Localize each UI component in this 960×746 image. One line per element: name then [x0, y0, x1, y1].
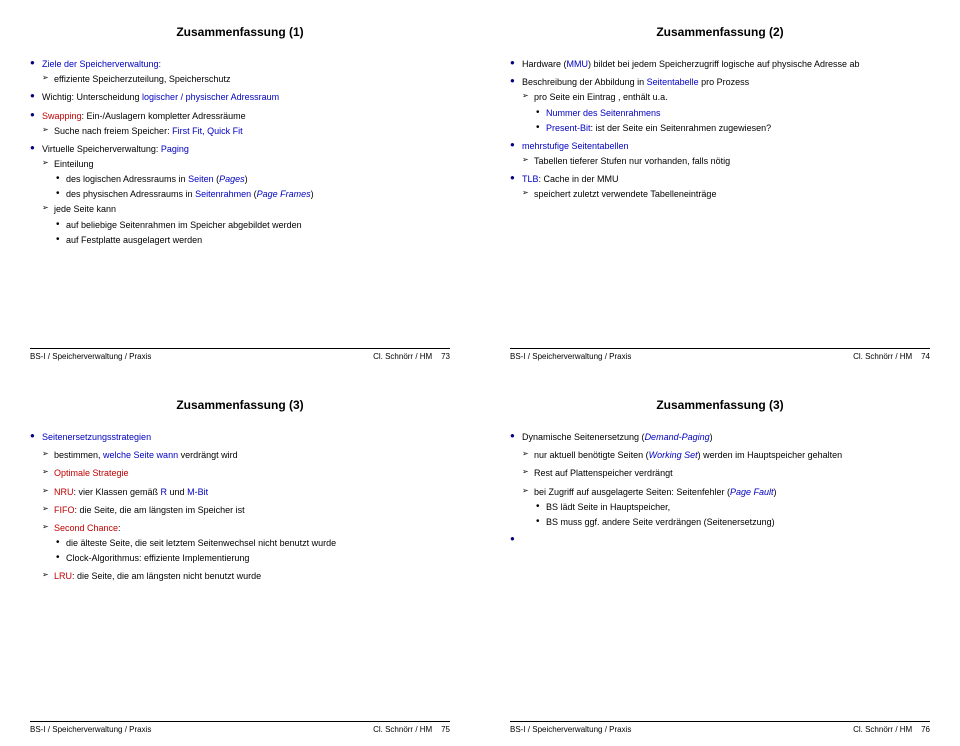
slide-2: Zusammenfassung (2) Hardware (MMU) bilde…	[480, 0, 960, 373]
bullet: Dynamische Seitenersetzung (Demand-Pagin…	[510, 431, 930, 443]
sub-bullet: jede Seite kann	[30, 203, 450, 215]
sub-bullet: speichert zuletzt verwendete Tabellenein…	[510, 188, 930, 200]
sub-sub-bullet: die älteste Seite, die seit letztem Seit…	[30, 537, 450, 549]
sub-sub-bullet: des physischen Adressraums in Seitenrahm…	[30, 188, 450, 200]
sub-sub-bullet: des logischen Adressraums in Seiten (Pag…	[30, 173, 450, 185]
sub-bullet: bestimmen, welche Seite wann verdrängt w…	[30, 449, 450, 461]
slide-footer: BS-I / Speicherverwaltung / Praxis Cl. S…	[30, 721, 450, 736]
slide-title: Zusammenfassung (1)	[30, 24, 450, 40]
slide-title: Zusammenfassung (3)	[30, 397, 450, 413]
bullet: mehrstufige Seitentabellen	[510, 140, 930, 152]
sub-bullet: pro Seite ein Eintrag , enthält u.a.	[510, 91, 930, 103]
bullet: Virtuelle Speicherverwaltung: Paging	[30, 143, 450, 155]
footer-left: BS-I / Speicherverwaltung / Praxis	[30, 352, 151, 363]
sub-bullet: Einteilung	[30, 158, 450, 170]
slide-footer: BS-I / Speicherverwaltung / Praxis Cl. S…	[510, 348, 930, 363]
sub-bullet: effiziente Speicherzuteilung, Speichersc…	[30, 73, 450, 85]
sub-bullet: NRU: vier Klassen gemäß R und M-Bit	[30, 486, 450, 498]
sub-sub-bullet: Present-Bit: ist der Seite ein Seitenrah…	[510, 122, 930, 134]
sub-bullet: Optimale Strategie	[30, 467, 450, 479]
bullet: Wichtig: Unterscheidung logischer / phys…	[30, 91, 450, 103]
footer-right: Cl. Schnörr / HM 74	[853, 352, 930, 363]
sub-sub-bullet: auf Festplatte ausgelagert werden	[30, 234, 450, 246]
slide-title: Zusammenfassung (2)	[510, 24, 930, 40]
slide-1: Zusammenfassung (1) Ziele der Speicherve…	[0, 0, 480, 373]
sub-sub-bullet: BS muss ggf. andere Seite verdrängen (Se…	[510, 516, 930, 528]
bullet: Seitenersetzungsstrategien	[30, 431, 450, 443]
sub-bullet: FIFO: die Seite, die am längsten im Spei…	[30, 504, 450, 516]
sub-sub-bullet: auf beliebige Seitenrahmen im Speicher a…	[30, 219, 450, 231]
footer-right: Cl. Schnörr / HM 73	[373, 352, 450, 363]
bullet: Swapping: Ein-/Auslagern kompletter Adre…	[30, 110, 450, 122]
sub-bullet: Second Chance:	[30, 522, 450, 534]
sub-sub-bullet: Nummer des Seitenrahmens	[510, 107, 930, 119]
bullet: Ziele der Speicherverwaltung:	[30, 58, 450, 70]
footer-left: BS-I / Speicherverwaltung / Praxis	[30, 725, 151, 736]
sub-sub-bullet: Clock-Algorithmus: effiziente Implementi…	[30, 552, 450, 564]
sub-bullet: Tabellen tieferer Stufen nur vorhanden, …	[510, 155, 930, 167]
sub-bullet: nur aktuell benötigte Seiten (Working Se…	[510, 449, 930, 461]
bullet: TLB: Cache in der MMU	[510, 173, 930, 185]
slide-title: Zusammenfassung (3)	[510, 397, 930, 413]
slide-4: Zusammenfassung (3) Dynamische Seiteners…	[480, 373, 960, 746]
slides-grid: Zusammenfassung (1) Ziele der Speicherve…	[0, 0, 960, 746]
bullet-empty	[510, 534, 930, 546]
footer-right: Cl. Schnörr / HM 76	[853, 725, 930, 736]
bullet: Hardware (MMU) bildet bei jedem Speicher…	[510, 58, 930, 70]
sub-bullet: Rest auf Plattenspeicher verdrängt	[510, 467, 930, 479]
slide-3: Zusammenfassung (3) Seitenersetzungsstra…	[0, 373, 480, 746]
slide-footer: BS-I / Speicherverwaltung / Praxis Cl. S…	[510, 721, 930, 736]
footer-left: BS-I / Speicherverwaltung / Praxis	[510, 352, 631, 363]
footer-left: BS-I / Speicherverwaltung / Praxis	[510, 725, 631, 736]
slide-footer: BS-I / Speicherverwaltung / Praxis Cl. S…	[30, 348, 450, 363]
bullet: Beschreibung der Abbildung in Seitentabe…	[510, 76, 930, 88]
footer-right: Cl. Schnörr / HM 75	[373, 725, 450, 736]
sub-sub-bullet: BS lädt Seite in Hauptspeicher,	[510, 501, 930, 513]
sub-bullet: bei Zugriff auf ausgelagerte Seiten: Sei…	[510, 486, 930, 498]
sub-bullet: Suche nach freiem Speicher: First Fit, Q…	[30, 125, 450, 137]
sub-bullet: LRU: die Seite, die am längsten nicht be…	[30, 570, 450, 582]
